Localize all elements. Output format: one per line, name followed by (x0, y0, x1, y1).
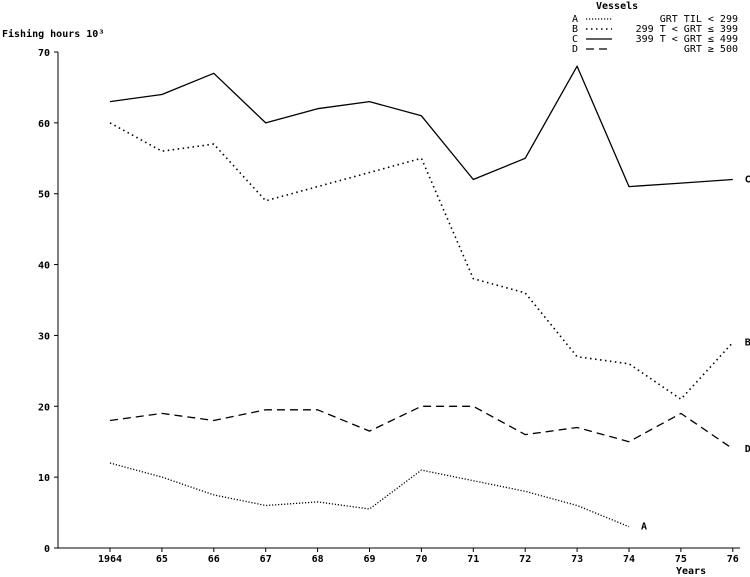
x-tick-label: 76 (727, 554, 739, 565)
y-tick-label: 10 (38, 473, 50, 484)
y-tick-label: 30 (38, 331, 50, 342)
x-tick-label: 1964 (98, 554, 122, 565)
legend-label-c: 399 T < GRT ≤ 499 (636, 34, 738, 45)
series-line-a (109, 462, 630, 528)
y-tick-label: 70 (38, 48, 50, 59)
legend-key-a: A (572, 14, 578, 25)
y-tick-label: 0 (44, 544, 50, 555)
y-tick-label: 40 (38, 261, 50, 272)
x-tick-label: 73 (571, 554, 583, 565)
legend: A GRT TIL < 299 B 299 T < GRT ≤ 399 C 399 T <… (572, 14, 738, 55)
legend-label-a: GRT TIL < 299 (660, 14, 738, 25)
series-line-c (109, 65, 733, 188)
series-end-label-b: B (745, 338, 750, 349)
series-end-label-a: A (641, 522, 647, 533)
series-end-label-d: D (745, 444, 750, 455)
y-tick-label: 20 (38, 402, 50, 413)
x-tick-label: 67 (260, 554, 272, 565)
x-tick-label: 69 (363, 554, 375, 565)
x-tick-label: 66 (208, 554, 220, 565)
legend-title: Vessels (596, 1, 638, 12)
x-tick-label: 70 (415, 554, 427, 565)
x-tick-label: 65 (156, 554, 168, 565)
x-axis-label: Years (676, 566, 706, 577)
legend-label-d: GRT ≥ 500 (684, 44, 738, 55)
legend-key-b: B (572, 24, 578, 35)
x-tick-label: 71 (467, 554, 479, 565)
y-ticks: 0 10 20 30 40 50 60 70 (38, 48, 58, 555)
y-tick-label: 60 (38, 119, 50, 130)
legend-label-b: 299 T < GRT ≤ 399 (636, 24, 738, 35)
x-tick-label: 74 (623, 554, 635, 565)
series-end-label-c: C (745, 175, 750, 186)
legend-key-c: C (572, 34, 578, 45)
y-axis-label: Fishing hours 10³ (2, 28, 104, 40)
series-lines: A B C D (109, 65, 750, 533)
x-tick-label: 68 (312, 554, 324, 565)
legend-key-d: D (572, 44, 578, 55)
y-tick-label: 50 (38, 190, 50, 201)
series-line-d (109, 405, 734, 450)
series-line-b (109, 122, 734, 401)
x-ticks: 1964 65 66 67 68 69 70 71 72 73 74 75 76 (98, 548, 739, 565)
x-tick-label: 72 (519, 554, 531, 565)
x-tick-label: 75 (675, 554, 687, 565)
